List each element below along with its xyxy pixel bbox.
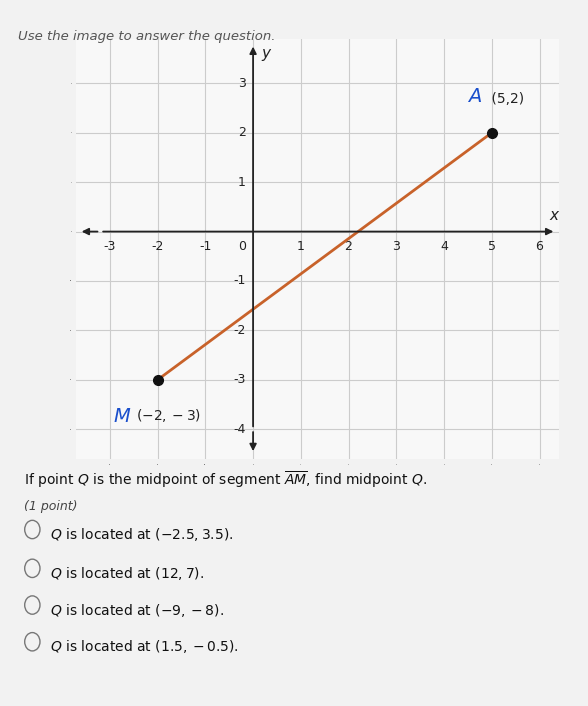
Text: 1: 1 — [297, 241, 305, 253]
Text: 6: 6 — [536, 241, 543, 253]
Text: If point $Q$ is the midpoint of segment $\overline{AM}$, find midpoint $Q$.: If point $Q$ is the midpoint of segment … — [24, 469, 426, 490]
Text: 3: 3 — [392, 241, 400, 253]
Text: $(-2,-3)$: $(-2,-3)$ — [136, 407, 201, 424]
Text: 4: 4 — [440, 241, 448, 253]
Text: -1: -1 — [199, 241, 212, 253]
Text: $Q$ is located at $(-9, -8)$.: $Q$ is located at $(-9, -8)$. — [50, 602, 224, 618]
Text: y: y — [262, 47, 270, 61]
Text: x: x — [549, 208, 559, 222]
Text: $\mathit{M}$: $\mathit{M}$ — [113, 407, 131, 426]
Text: -1: -1 — [233, 275, 246, 287]
Text: 2: 2 — [238, 126, 246, 139]
Text: 5: 5 — [488, 241, 496, 253]
Text: $Q$ is located at $(1.5, -0.5)$.: $Q$ is located at $(1.5, -0.5)$. — [50, 638, 239, 655]
Text: (5,2): (5,2) — [487, 92, 524, 106]
Text: 3: 3 — [238, 77, 246, 90]
Text: 2: 2 — [345, 241, 352, 253]
Text: -3: -3 — [103, 241, 116, 253]
Text: -3: -3 — [233, 373, 246, 386]
Text: 0: 0 — [238, 241, 246, 253]
Text: $\mathit{A}$: $\mathit{A}$ — [467, 87, 482, 106]
Text: $Q$ is located at $(-2.5, 3.5)$.: $Q$ is located at $(-2.5, 3.5)$. — [50, 526, 233, 543]
Text: -2: -2 — [151, 241, 164, 253]
Text: Use the image to answer the question.: Use the image to answer the question. — [18, 30, 275, 42]
Text: (1 point): (1 point) — [24, 500, 77, 513]
Text: 1: 1 — [238, 176, 246, 189]
Text: -2: -2 — [233, 324, 246, 337]
Text: -4: -4 — [233, 423, 246, 436]
Text: $Q$ is located at $(12, 7)$.: $Q$ is located at $(12, 7)$. — [50, 565, 204, 582]
